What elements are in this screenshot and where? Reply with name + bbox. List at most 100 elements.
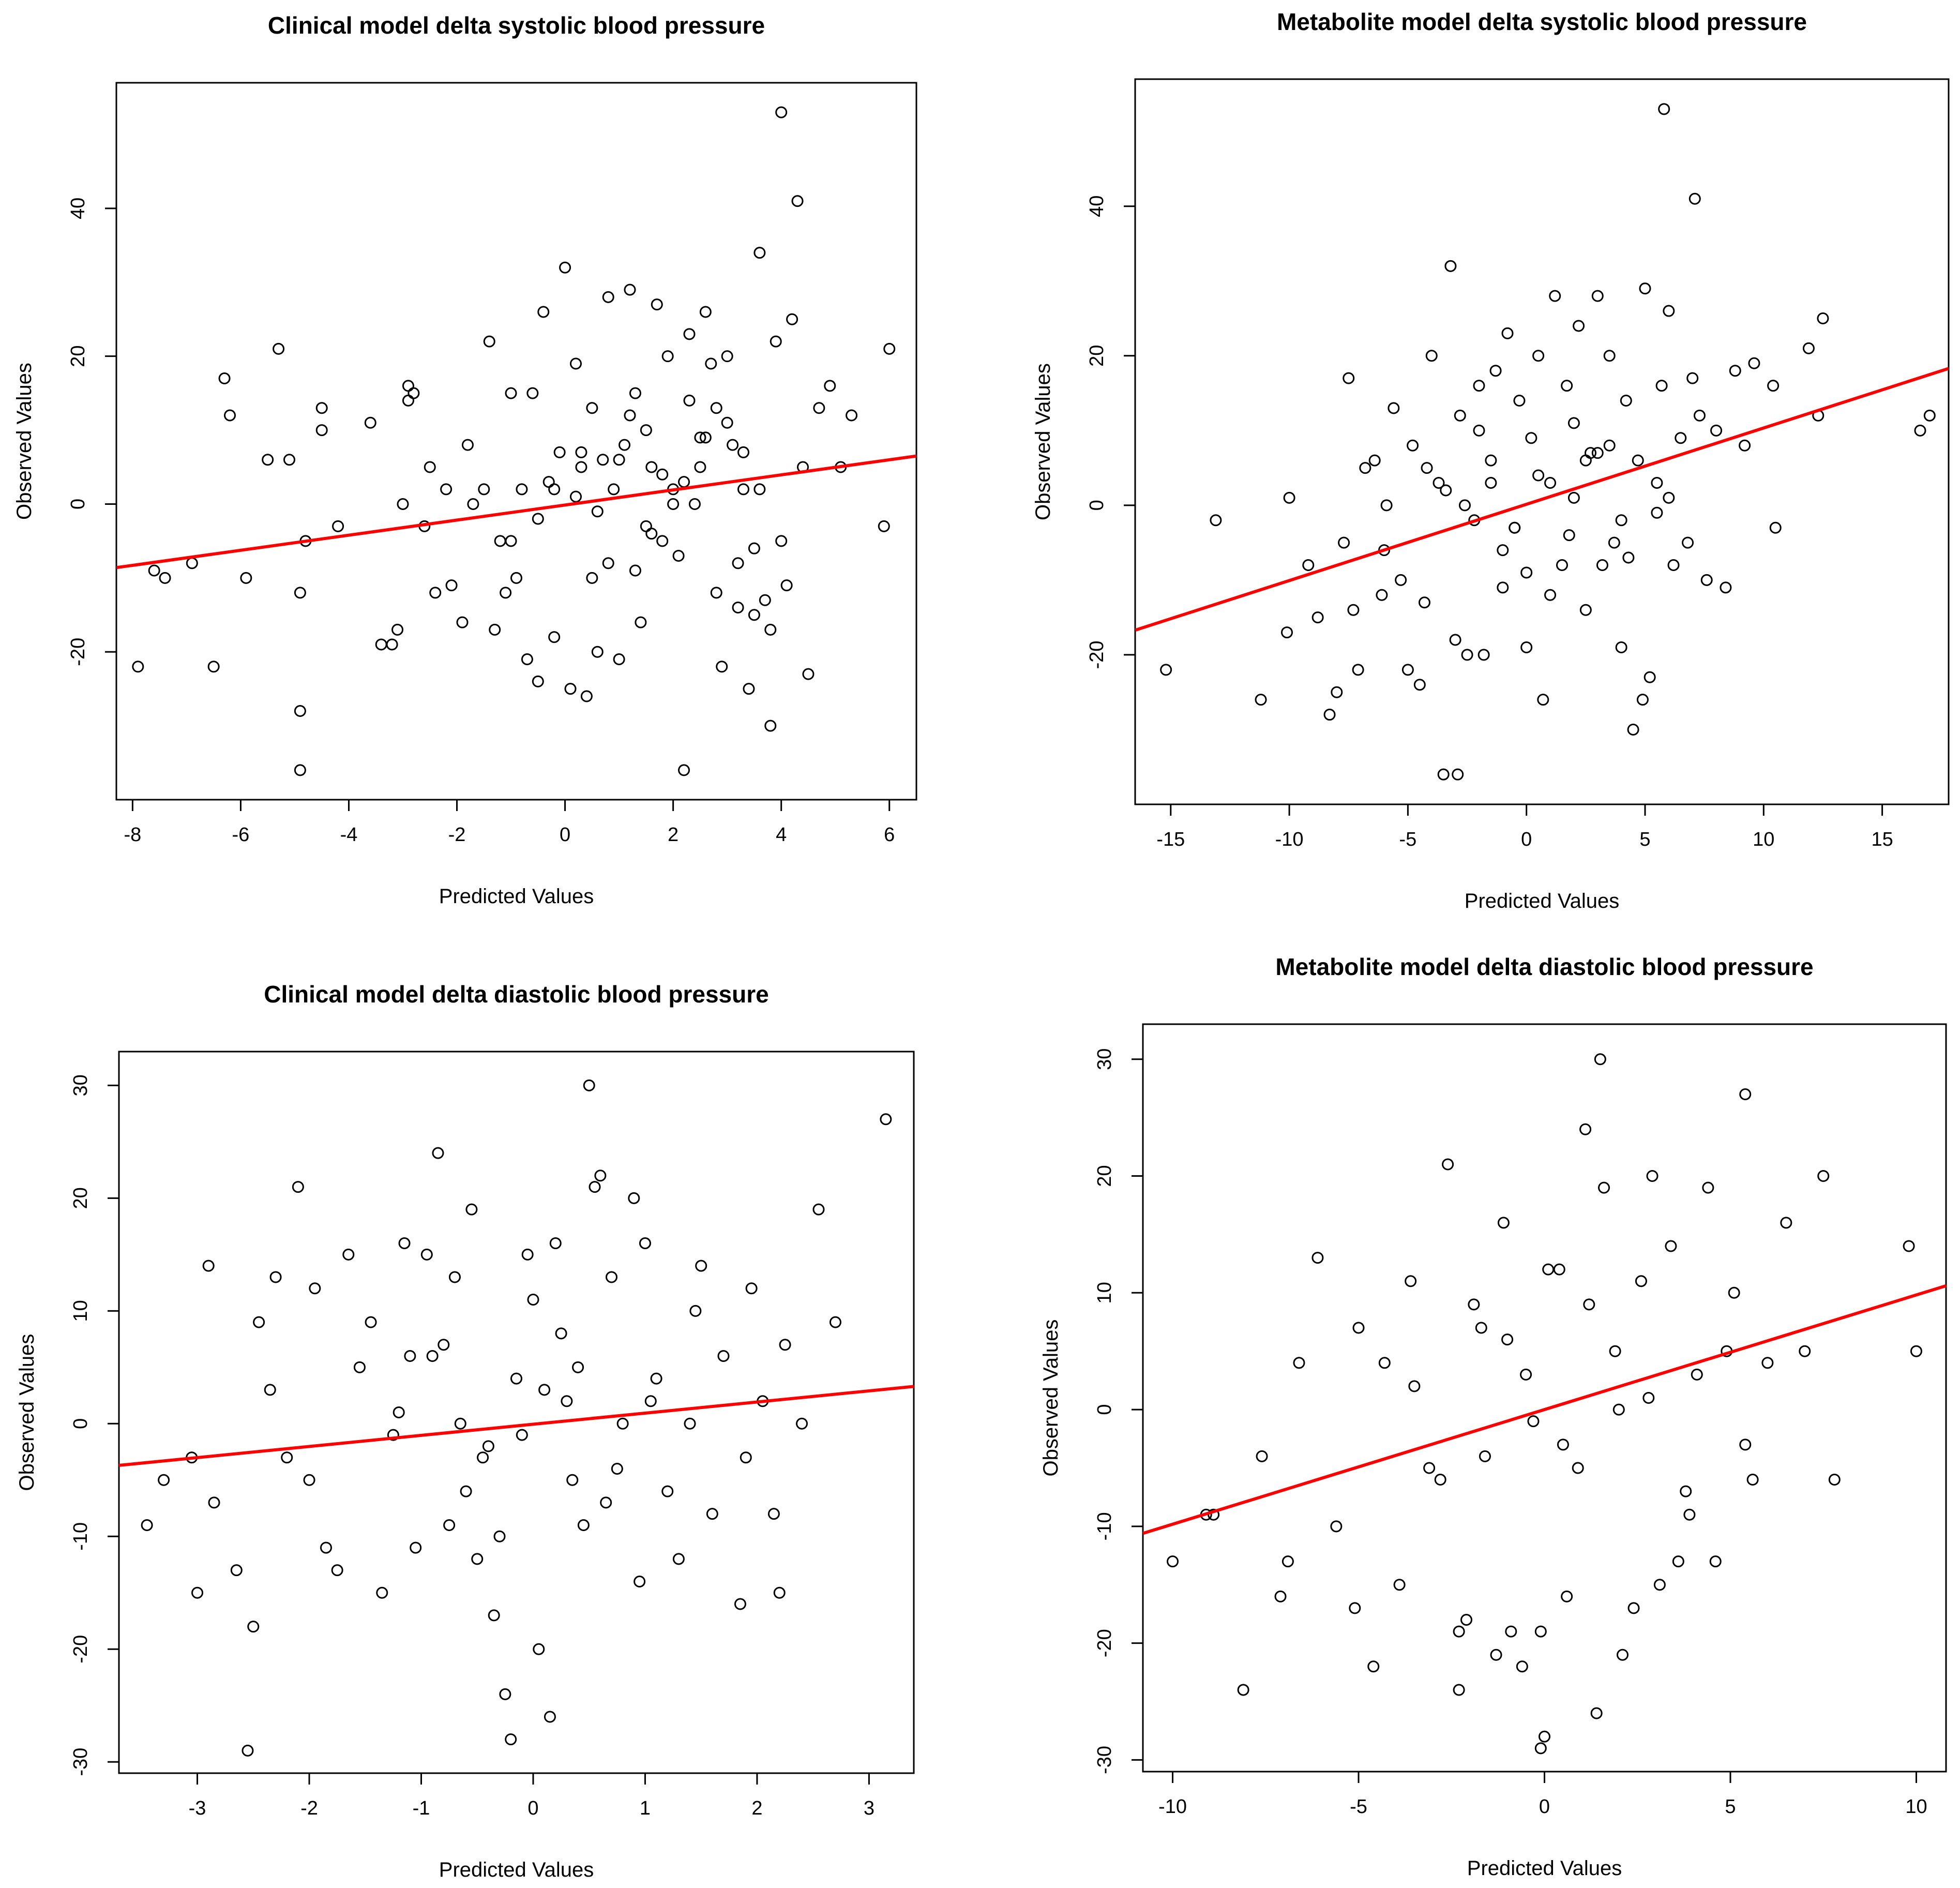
- data-point: [880, 1113, 892, 1126]
- data-point: [1454, 409, 1466, 422]
- data-point: [247, 1621, 260, 1633]
- data-point: [1799, 1345, 1811, 1357]
- data-point: [1603, 439, 1616, 452]
- data-point: [440, 483, 453, 496]
- data-point: [1311, 1252, 1324, 1264]
- data-point: [564, 683, 577, 695]
- data-point: [773, 1586, 786, 1599]
- y-tick-label: -20: [1094, 1629, 1115, 1657]
- data-point: [303, 1474, 315, 1486]
- data-point: [1281, 1555, 1294, 1568]
- data-point: [694, 431, 706, 444]
- chart-title: Clinical model delta diastolic blood pre…: [264, 981, 768, 1008]
- data-point: [1591, 447, 1604, 459]
- data-point: [688, 498, 701, 510]
- data-point: [727, 439, 739, 451]
- chart-panel-3: Clinical model delta diastolic blood pre…: [16, 981, 915, 1881]
- data-point: [159, 572, 171, 584]
- data-point: [1408, 1380, 1421, 1392]
- x-tick-label: -2: [448, 824, 466, 846]
- data-point: [1527, 1415, 1540, 1428]
- data-point: [1761, 1357, 1774, 1369]
- data-point: [1596, 559, 1608, 571]
- data-point: [548, 631, 561, 643]
- data-point: [262, 454, 274, 466]
- data-point: [478, 483, 490, 496]
- data-point: [387, 1429, 399, 1441]
- data-point: [734, 1598, 746, 1610]
- data-point: [639, 1237, 651, 1250]
- data-point: [1635, 1275, 1647, 1287]
- regression-line: [119, 1385, 914, 1467]
- data-point: [526, 387, 539, 399]
- data-point: [548, 483, 561, 496]
- data-point: [1434, 1474, 1446, 1486]
- x-tick-label: 2: [751, 1797, 762, 1819]
- data-point: [1682, 536, 1694, 549]
- data-point: [1477, 649, 1490, 661]
- data-point: [516, 1429, 528, 1441]
- data-point: [1380, 499, 1393, 512]
- data-point: [273, 342, 285, 355]
- data-point: [1675, 432, 1687, 444]
- data-point: [721, 350, 733, 363]
- data-point: [1658, 103, 1670, 115]
- data-point: [1691, 1368, 1703, 1381]
- data-point: [569, 490, 582, 503]
- x-tick-label: 0: [560, 824, 570, 846]
- data-point: [1497, 581, 1509, 594]
- data-point: [1458, 499, 1471, 512]
- y-tick-label: -10: [70, 1522, 92, 1551]
- data-point: [505, 387, 517, 399]
- data-point: [1748, 357, 1760, 369]
- data-point: [1561, 1590, 1573, 1602]
- data-point: [1542, 1263, 1555, 1276]
- regression-line: [116, 454, 916, 570]
- data-point: [651, 298, 663, 311]
- y-tick-label: 30: [1094, 1048, 1115, 1070]
- data-point: [1509, 521, 1521, 534]
- y-tick-label: 20: [1094, 1165, 1115, 1187]
- data-point: [315, 402, 328, 414]
- data-point: [1516, 1660, 1528, 1673]
- data-point: [1636, 694, 1649, 706]
- plot-area: [119, 1079, 914, 1757]
- data-point: [699, 306, 712, 318]
- data-point: [1352, 664, 1364, 676]
- data-point: [591, 505, 604, 518]
- data-point: [1616, 1649, 1629, 1661]
- data-point: [1442, 1158, 1454, 1171]
- data-point: [759, 594, 771, 606]
- data-point: [575, 461, 587, 473]
- data-point: [1903, 1240, 1915, 1252]
- data-point: [1532, 350, 1545, 362]
- data-point: [1378, 1357, 1391, 1369]
- plot-area: [1143, 1053, 1946, 1755]
- data-point: [1376, 589, 1388, 601]
- data-point: [1283, 491, 1295, 504]
- data-point: [650, 1372, 662, 1385]
- data-point: [753, 483, 766, 496]
- y-tick-label: 20: [70, 1187, 92, 1209]
- data-point: [586, 572, 598, 584]
- data-point: [829, 1316, 841, 1328]
- data-point: [1388, 402, 1400, 414]
- data-point: [429, 587, 442, 599]
- data-point: [1655, 380, 1668, 392]
- data-point: [1579, 454, 1592, 467]
- data-point: [432, 1147, 444, 1159]
- data-point: [1513, 395, 1526, 407]
- data-point: [721, 416, 733, 429]
- data-point: [737, 483, 750, 496]
- data-point: [683, 394, 696, 407]
- data-point: [1473, 380, 1485, 392]
- data-point: [1237, 1684, 1249, 1696]
- data-point: [624, 283, 636, 296]
- data-point: [1709, 1555, 1722, 1568]
- data-point: [602, 291, 614, 303]
- data-point: [770, 335, 782, 348]
- data-point: [1632, 454, 1644, 467]
- data-point: [813, 402, 825, 414]
- y-tick-label: 10: [70, 1300, 92, 1322]
